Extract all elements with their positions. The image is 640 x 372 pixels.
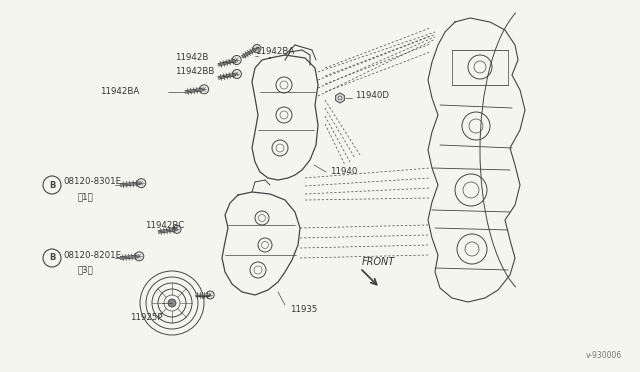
Text: 08120-8301E: 08120-8301E xyxy=(63,177,121,186)
Circle shape xyxy=(232,55,241,64)
Circle shape xyxy=(173,225,181,233)
Text: 11942BC: 11942BC xyxy=(145,221,184,230)
Circle shape xyxy=(135,252,144,261)
Text: 11940: 11940 xyxy=(330,167,357,176)
Circle shape xyxy=(168,299,176,307)
Text: （1）: （1） xyxy=(78,192,93,202)
Text: 11942BB: 11942BB xyxy=(175,67,214,77)
Polygon shape xyxy=(335,93,344,103)
Circle shape xyxy=(206,291,214,299)
Text: B: B xyxy=(49,253,55,263)
Text: 11942BA: 11942BA xyxy=(255,48,294,57)
Text: FRONT: FRONT xyxy=(362,257,396,267)
Circle shape xyxy=(137,179,146,187)
Text: 08120-8201E: 08120-8201E xyxy=(63,250,121,260)
Circle shape xyxy=(200,85,209,94)
Text: v-930006: v-930006 xyxy=(586,351,622,360)
Text: B: B xyxy=(49,180,55,189)
Text: （3）: （3） xyxy=(78,266,93,275)
Text: 11940D: 11940D xyxy=(355,92,389,100)
Circle shape xyxy=(232,70,241,78)
Text: 11925P: 11925P xyxy=(130,314,163,323)
Text: 11935: 11935 xyxy=(290,305,317,314)
Circle shape xyxy=(253,44,261,52)
Text: 11942B: 11942B xyxy=(175,54,209,62)
Text: 11942BA: 11942BA xyxy=(100,87,140,96)
